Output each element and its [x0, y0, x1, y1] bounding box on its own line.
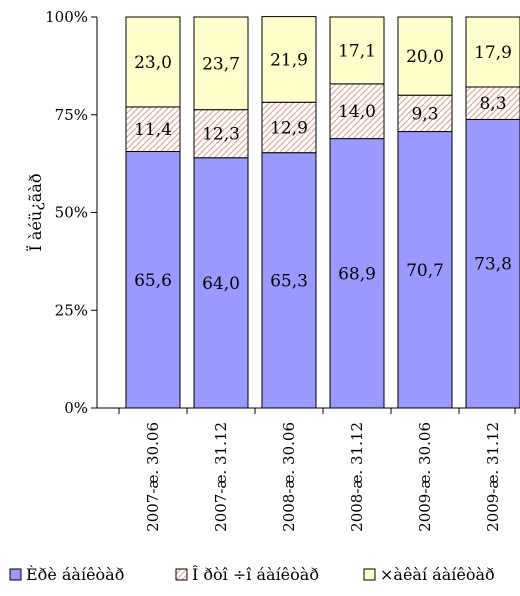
- data-label: 14,0: [338, 102, 376, 122]
- x-tick-label: 2008-æ. 31.12: [348, 422, 366, 532]
- data-label: 11,4: [134, 120, 172, 140]
- bar-segment: [125, 16, 181, 108]
- y-tick-label: 25%: [55, 301, 88, 319]
- x-tick-label: 2009-æ. 30.06: [416, 422, 434, 532]
- data-label: 9,3: [411, 104, 438, 124]
- plot-axes: 0% 25% 50% 75% 100% Ï àéü¿ãàð 2007-æ. 30.06 200…: [25, 8, 516, 532]
- data-label: 12,3: [202, 125, 240, 145]
- data-label: 65,3: [270, 271, 308, 291]
- data-label: 17,9: [474, 43, 512, 63]
- legend-label: Èðè áàíêòàð: [26, 564, 124, 584]
- data-label: 23,0: [134, 53, 172, 73]
- data-label: 12,9: [270, 118, 308, 138]
- bar-segment: [465, 118, 520, 409]
- bar-segment: [193, 16, 249, 111]
- x-tick-label: 2007-æ. 31.12: [212, 422, 230, 532]
- plot-bars: [125, 16, 520, 409]
- x-tick-label: 2009-æ. 31.12: [484, 422, 502, 532]
- x-tick-label: 2007-æ. 30.06: [144, 422, 162, 532]
- bar-segment: [261, 16, 317, 103]
- bar-segment: [193, 109, 249, 159]
- legend-label: ×àêàí áàíêòàð: [380, 565, 495, 584]
- data-label: 65,6: [134, 271, 172, 291]
- data-label: 20,0: [406, 47, 444, 67]
- y-tick-label: 0%: [64, 399, 88, 417]
- y-tick-label: 50%: [55, 204, 88, 222]
- data-labels: 65,6 11,4 23,0 64,0 12,3 23,7 65,3 12,9 21,9 68,9…: [134, 41, 512, 293]
- bar-segment: [397, 94, 453, 133]
- legend-swatch: [9, 568, 22, 581]
- data-label: 8,3: [479, 94, 506, 114]
- data-label: 17,1: [338, 41, 376, 61]
- data-label: 23,7: [202, 54, 240, 74]
- data-label: 21,9: [270, 50, 308, 70]
- data-label: 73,8: [474, 255, 512, 275]
- bar-segment: [397, 131, 453, 409]
- y-tick-label: 100%: [45, 8, 88, 26]
- bar-segment: [125, 106, 181, 153]
- y-axis-title: Ï àéü¿ãàð: [25, 173, 45, 251]
- data-label: 70,7: [406, 261, 444, 281]
- legend-swatch: [175, 568, 188, 581]
- bar-segment: [261, 152, 317, 409]
- bar-segment: [329, 16, 385, 85]
- bar-segment: [465, 16, 520, 88]
- bar-segment: [193, 157, 249, 409]
- legend-swatch: [363, 568, 376, 581]
- bar-segment: [329, 83, 385, 140]
- data-label: 68,9: [338, 264, 376, 284]
- x-tick-label: 2008-æ. 30.06: [280, 422, 298, 532]
- y-tick-label: 75%: [55, 106, 88, 124]
- data-label: 64,0: [202, 274, 240, 294]
- bar-segment: [397, 16, 453, 96]
- legend: Èðè áàíêòàð Î ðòî ÷î áàíêòàð ×àêàí áàíêòàð: [9, 564, 495, 584]
- bar-segment: [465, 86, 520, 120]
- legend-label: Î ðòî ÷î áàíêòàð: [192, 564, 319, 584]
